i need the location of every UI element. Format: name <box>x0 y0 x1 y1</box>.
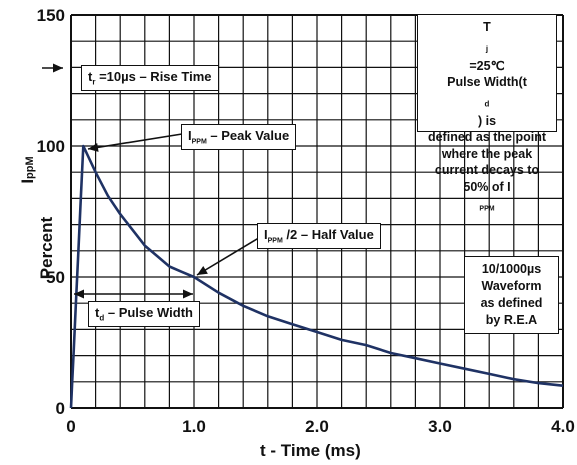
y-tick-label: 150 <box>37 6 65 25</box>
peak-value-sub: PPM <box>191 138 207 146</box>
y-tick-label: 50 <box>46 268 65 287</box>
half-value-arrow <box>196 235 263 276</box>
pulse-width-arrow-left-head <box>74 289 84 299</box>
conditions-line-6: 50% of I PPM <box>463 179 511 213</box>
x-tick-label: 2.0 <box>305 417 329 436</box>
annotation-arrows <box>42 63 263 299</box>
y-axis-symbol: IppM <box>18 130 38 210</box>
waveform-line-1: 10/1000µs <box>481 262 542 276</box>
rise-time-text: =10µs – Rise Time <box>95 69 212 84</box>
y-tick-label: 0 <box>56 399 65 418</box>
x-axis-label-text: t - Time (ms) <box>260 441 361 460</box>
y-axis-symbol-sub: ppM <box>24 156 36 179</box>
pulse-width-arrow-right-head <box>183 289 193 299</box>
peak-value-arrow <box>87 133 183 150</box>
x-axis-label: t - Time (ms) <box>260 441 361 461</box>
conditions-line-5: current decays to <box>434 163 540 177</box>
peak-value-arrow-head <box>88 142 99 152</box>
peak-value-text: – Peak Value <box>206 128 290 143</box>
x-tick-label: 0 <box>66 417 75 436</box>
conditions-line-4: where the peak <box>441 146 533 161</box>
pulse-width-text: – Pulse Width <box>104 305 193 320</box>
peak-value-label: IPPM – Peak Value <box>181 124 297 150</box>
half-value-sub: PPM <box>267 237 283 245</box>
rise-time-label: tr =10µs – Rise Time <box>81 65 219 91</box>
waveform-curve <box>69 144 564 409</box>
y-tick-label: 100 <box>37 137 65 156</box>
pulse-width-label: td – Pulse Width <box>88 301 200 327</box>
rise-time-sub: r <box>92 77 96 87</box>
half-value-arrow-head <box>197 265 208 275</box>
axis-ticks: 0 1.0 2.0 3.0 4.0 0 50 100 150 <box>37 6 575 436</box>
waveform-line-2: Waveform <box>481 279 542 293</box>
x-tick-label: 3.0 <box>428 417 452 436</box>
half-value-text: /2 – Half Value <box>282 227 374 242</box>
waveform-series-line <box>69 144 564 409</box>
x-tick-label: 1.0 <box>182 417 206 436</box>
pulse-width-symbol: t <box>95 305 100 320</box>
peak-value-symbol: I <box>188 128 192 143</box>
x-tick-label: 4.0 <box>551 417 575 436</box>
rise-time-arrow-left-head <box>53 63 63 73</box>
y-axis-label: Percent <box>37 193 57 303</box>
waveform-box: 10/1000µs Waveform as defined by R.E.A <box>464 256 559 334</box>
half-value-label: IPPM /2 – Half Value <box>257 223 381 249</box>
waveform-line-3: as defined <box>480 296 543 310</box>
y-axis-label-text: Percent <box>37 216 56 280</box>
conditions-line-3: defined as the point <box>427 130 547 144</box>
half-value-symbol: I <box>264 227 268 242</box>
conditions-line-2: Pulse Width(t d ) is <box>447 75 527 128</box>
pulse-width-sub: d <box>99 313 105 323</box>
waveform-line-4: by R.E.A <box>485 313 538 327</box>
rise-time-symbol: t <box>88 69 93 84</box>
y-axis-symbol-main: I <box>18 178 37 184</box>
